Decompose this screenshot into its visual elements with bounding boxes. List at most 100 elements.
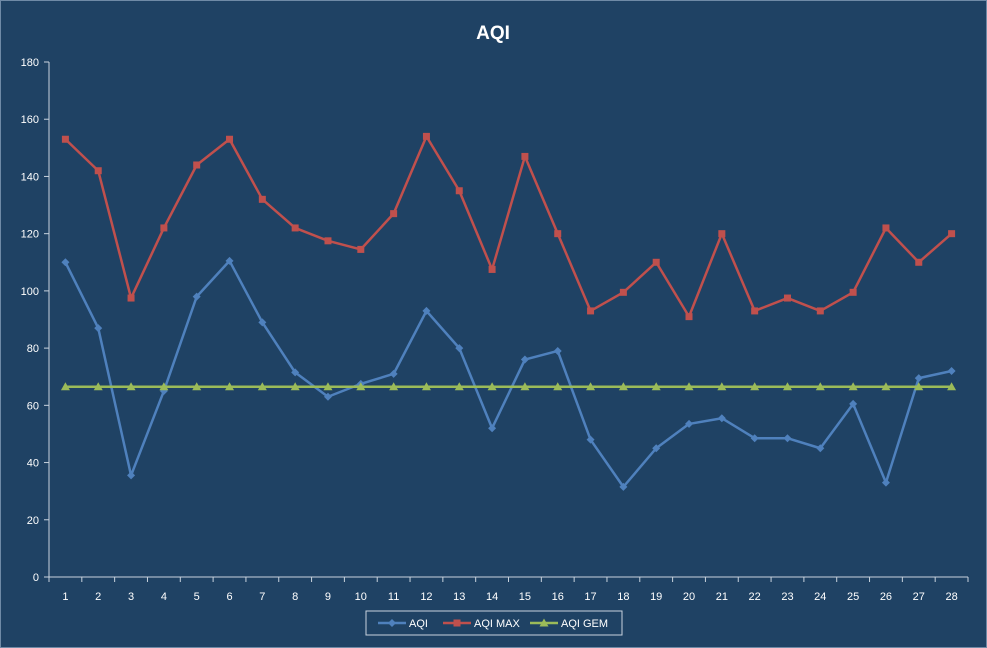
data-point-aqi-gem [487, 382, 497, 391]
data-point-aqi [422, 306, 431, 315]
data-point-aqi [881, 478, 890, 487]
data-point-aqi [652, 444, 661, 453]
data-point-aqi-gem [684, 382, 694, 391]
y-tick-label: 40 [27, 458, 39, 470]
data-point-aqi-max [751, 307, 759, 315]
data-point-aqi [849, 399, 858, 408]
y-tick-label: 120 [21, 229, 39, 241]
x-tick-label: 13 [453, 591, 465, 603]
legend-label: AQI GEM [561, 618, 608, 630]
data-point-aqi [192, 292, 201, 301]
x-tick-label: 7 [259, 591, 265, 603]
x-tick-label: 10 [355, 591, 367, 603]
y-tick-label: 80 [27, 343, 39, 355]
data-point-aqi [619, 482, 628, 491]
data-point-aqi [685, 419, 694, 428]
data-point-aqi [61, 258, 70, 267]
x-tick-label: 24 [814, 591, 826, 603]
legend-entry-aqi-max: AQI MAX [443, 618, 521, 630]
data-point-aqi-gem [651, 382, 661, 391]
x-tick-label: 1 [62, 591, 68, 603]
x-tick-label: 12 [420, 591, 432, 603]
y-tick-label: 60 [27, 400, 39, 412]
series-layer [60, 132, 957, 491]
x-tick-label: 20 [683, 591, 695, 603]
data-point-aqi-gem [782, 382, 792, 391]
data-point-aqi-gem [586, 382, 596, 391]
data-point-aqi-gem [914, 382, 924, 391]
x-tick-label: 6 [226, 591, 232, 603]
data-point-aqi-max [127, 294, 135, 302]
data-point-aqi-gem [192, 382, 202, 391]
data-point-aqi-max [61, 135, 69, 143]
data-point-aqi-gem [717, 382, 727, 391]
data-point-aqi-max [455, 187, 463, 195]
series-aqi-max [61, 132, 956, 321]
legend-box [365, 610, 623, 636]
x-tick-label: 16 [552, 591, 564, 603]
data-point-aqi-gem [618, 382, 628, 391]
data-point-aqi-max [718, 230, 726, 238]
data-point-aqi-max [390, 210, 398, 218]
legend-swatch-marker [539, 618, 549, 627]
x-tick-label: 28 [945, 591, 957, 603]
x-tick-label: 2 [95, 591, 101, 603]
data-point-aqi-max [685, 313, 693, 321]
data-point-aqi [586, 435, 595, 444]
data-point-aqi-gem [93, 382, 103, 391]
data-point-aqi-max [94, 167, 102, 175]
x-tick-label: 15 [519, 591, 531, 603]
data-point-aqi [488, 424, 497, 433]
data-point-aqi-gem [389, 382, 399, 391]
data-point-aqi-gem [356, 382, 366, 391]
data-point-aqi-max [554, 230, 562, 238]
data-point-aqi-gem [553, 382, 563, 391]
chart-title: AQI [476, 23, 510, 44]
x-tick-label: 19 [650, 591, 662, 603]
x-tick-label: 23 [781, 591, 793, 603]
legend-swatch-marker [453, 619, 461, 627]
x-tick-label: 25 [847, 591, 859, 603]
data-point-aqi-max [816, 307, 824, 315]
y-tick-label: 100 [21, 286, 39, 298]
x-tick-label: 11 [388, 591, 399, 603]
data-point-aqi-max [882, 224, 890, 232]
x-tick-label: 3 [128, 591, 134, 603]
legend-swatch-marker [388, 619, 396, 627]
data-point-aqi-gem [126, 382, 136, 391]
x-tick-label: 26 [880, 591, 892, 603]
data-point-aqi-gem [421, 382, 431, 391]
data-point-aqi-max [521, 152, 529, 160]
y-tick-label: 20 [27, 515, 39, 527]
data-point-aqi-gem [947, 382, 957, 391]
data-point-aqi [947, 367, 956, 375]
legend-entry-aqi: AQI [378, 618, 428, 630]
y-tick-label: 180 [21, 57, 39, 69]
data-point-aqi [553, 346, 562, 355]
data-point-aqi-gem [750, 382, 760, 391]
x-tick-label: 27 [913, 591, 925, 603]
data-point-aqi-max [488, 265, 496, 273]
data-point-aqi [717, 414, 726, 423]
data-point-aqi-max [324, 237, 332, 245]
data-point-aqi-gem [257, 382, 267, 391]
y-tick-label: 160 [21, 114, 39, 126]
data-point-aqi-gem [848, 382, 858, 391]
data-point-aqi-max [160, 224, 168, 232]
data-point-aqi [520, 355, 529, 364]
data-point-aqi-max [915, 258, 923, 266]
data-point-aqi [783, 434, 792, 443]
data-point-aqi [258, 318, 267, 327]
legend-label: AQI [409, 618, 428, 630]
data-point-aqi-max [422, 132, 430, 140]
data-point-aqi-max [193, 161, 201, 169]
data-point-aqi-gem [815, 382, 825, 391]
data-point-aqi [455, 344, 464, 353]
legend-entry-aqi-gem: AQI GEM [530, 618, 608, 630]
data-point-aqi [127, 471, 136, 480]
data-point-aqi-max [619, 288, 627, 296]
data-point-aqi [750, 434, 759, 443]
y-tick-label: 0 [33, 572, 39, 584]
